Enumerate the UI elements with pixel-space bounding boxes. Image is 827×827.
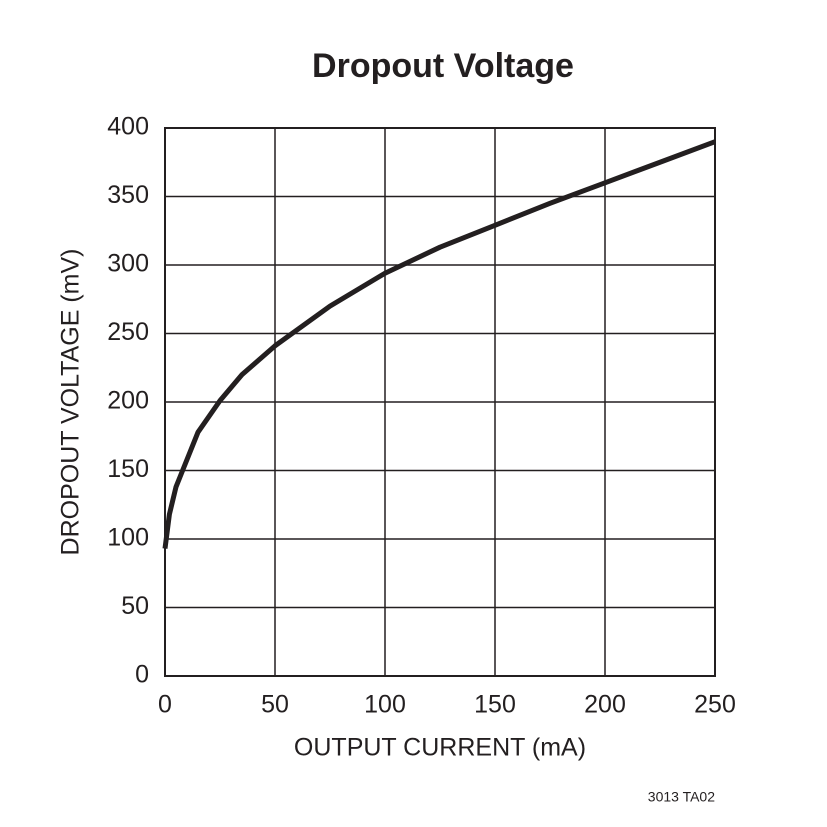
y-tick-label: 50 [121, 592, 149, 620]
y-tick-label: 100 [107, 524, 149, 552]
x-tick-label: 0 [158, 691, 172, 719]
chart-title: Dropout Voltage [312, 47, 574, 85]
x-axis-label: OUTPUT CURRENT (mA) [294, 734, 586, 762]
figure-note: 3013 TA02 [648, 789, 715, 805]
y-tick-label: 150 [107, 455, 149, 483]
y-tick-label: 400 [107, 113, 149, 141]
x-tick-label: 250 [694, 691, 736, 719]
y-tick-label: 300 [107, 250, 149, 278]
y-tick-label: 350 [107, 181, 149, 209]
y-axis-label: DROPOUT VOLTAGE (mV) [57, 249, 85, 556]
plot-frame [164, 127, 716, 677]
x-tick-label: 50 [261, 691, 289, 719]
x-tick-label: 200 [584, 691, 626, 719]
y-tick-label: 250 [107, 318, 149, 346]
y-tick-label: 200 [107, 387, 149, 415]
data-line [162, 139, 716, 549]
x-tick-label: 100 [364, 691, 406, 719]
x-tick-label: 150 [474, 691, 516, 719]
y-tick-label: 0 [135, 661, 149, 689]
